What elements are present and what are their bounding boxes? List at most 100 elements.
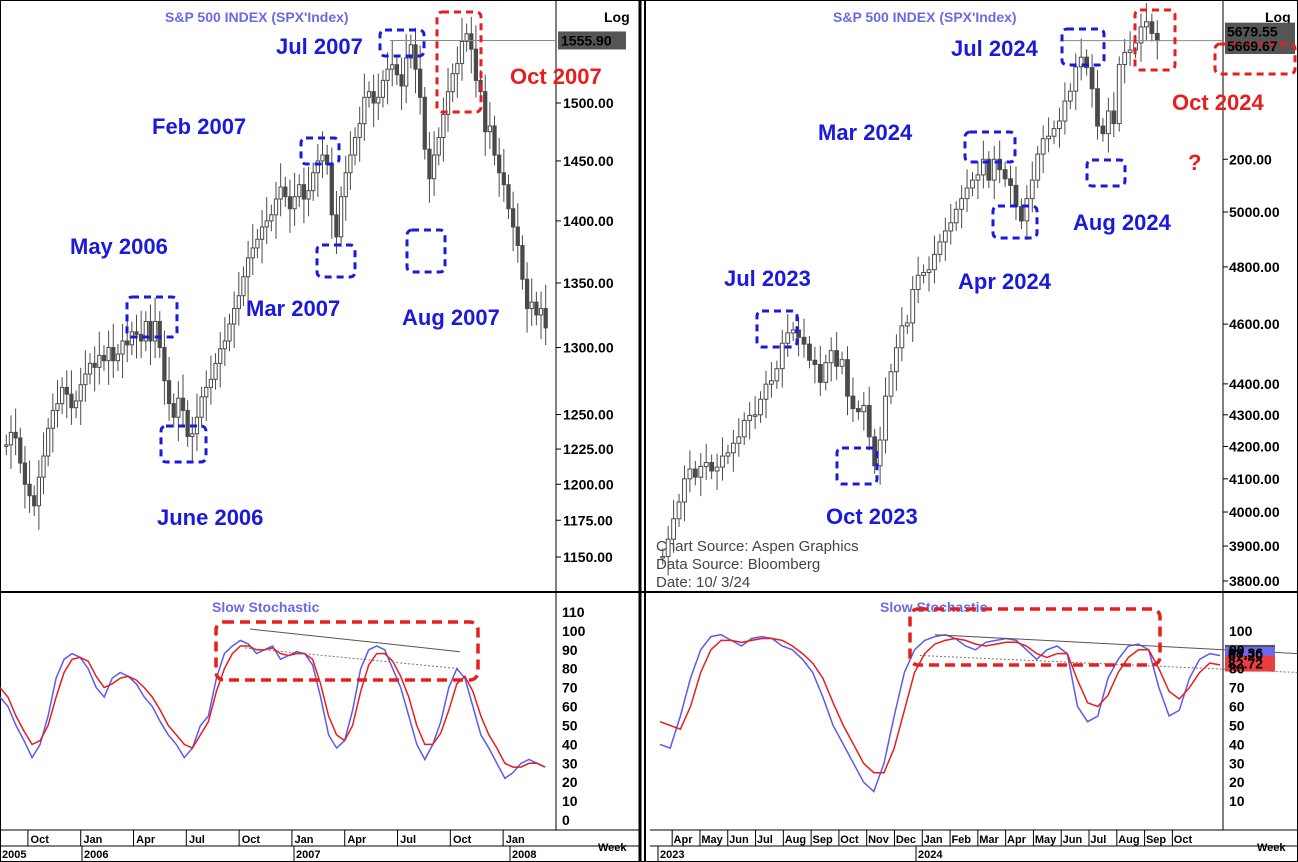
right-candle-body — [703, 462, 709, 467]
left-candle-body — [338, 196, 344, 238]
right-candle-body — [758, 398, 763, 416]
left-price-tick-label: 1500.00 — [563, 95, 614, 111]
left-candle-body — [441, 113, 446, 139]
right-price-tick-label: 4600.00 — [1229, 316, 1280, 332]
right-month-label: Feb — [951, 834, 971, 846]
left-candle-body — [73, 400, 79, 409]
left-candle-body — [148, 320, 153, 342]
right-candle-body — [1035, 153, 1041, 181]
right-candle-body — [779, 342, 785, 370]
right-month-label: Sep — [813, 834, 833, 846]
left-price-tick-label: 1300.00 — [563, 340, 614, 356]
left-month-label: Oct — [242, 834, 261, 846]
left-candle-body — [399, 74, 404, 87]
left-annotation-label: Oct 2007 — [510, 64, 602, 89]
right-stoch-tick-label: 70 — [1229, 680, 1245, 696]
right-stoch-value-label: 88.36 — [1228, 645, 1263, 661]
left-candle-body — [320, 154, 325, 162]
right-month-label: Apr — [1007, 834, 1027, 846]
right-candle-body — [1084, 56, 1090, 69]
right-candle-body — [1002, 169, 1008, 180]
right-stoch-tick-label: 80 — [1229, 661, 1245, 677]
right-annotation-box — [1085, 158, 1127, 188]
right-stoch-tick-label: 30 — [1229, 755, 1245, 771]
left-candle-body — [278, 186, 283, 200]
right-candle-body — [1024, 198, 1030, 222]
right-candle-body — [1138, 26, 1144, 44]
left-candle-body — [306, 190, 311, 200]
right-candle-body — [823, 362, 829, 383]
left-candle-body — [69, 393, 74, 409]
left-candle-body — [222, 340, 227, 350]
left-stoch-tick-label: 90 — [562, 642, 578, 658]
right-candle-body — [682, 478, 687, 503]
right-stoch-value-box — [1225, 655, 1275, 672]
left-annotation-label: May 2006 — [70, 234, 168, 259]
right-month-label: Jun — [729, 834, 749, 846]
left-candle-body — [13, 431, 18, 439]
left-candle-body — [352, 137, 358, 156]
right-month-label: Nov — [868, 834, 890, 846]
left-year-label: 2005 — [2, 849, 26, 861]
left-price-tick-label: 1200.00 — [563, 476, 614, 492]
left-candle-body — [227, 323, 232, 342]
left-period-label: Week — [598, 842, 627, 854]
left-candle-body — [204, 386, 209, 398]
left-candle-body — [422, 96, 427, 150]
left-candle-body — [41, 455, 46, 478]
left-candle-body — [264, 220, 269, 228]
right-candle-body — [709, 462, 715, 472]
left-month-label: Oct — [31, 834, 50, 846]
right-annotation-box — [1060, 27, 1106, 67]
right-month-label: Jul — [757, 834, 773, 846]
left-candle-body — [459, 40, 465, 65]
right-annotation-label: ? — [1188, 150, 1201, 175]
right-month-label: Jan — [924, 834, 943, 846]
left-stoch-title: Slow Stochastic — [212, 599, 320, 615]
left-candle-body — [431, 154, 437, 180]
right-candle-body — [747, 414, 753, 421]
right-candle-body — [910, 288, 916, 324]
left-month-label: Apr — [347, 834, 367, 846]
right-candle-body — [915, 274, 921, 290]
left-month-label: Jan — [506, 834, 525, 846]
right-candle-body — [855, 408, 861, 413]
left-candle-body — [329, 163, 334, 216]
right-candle-body — [698, 465, 704, 478]
left-price-tick-label: 1400.00 — [563, 213, 614, 229]
left-candle-body — [59, 386, 65, 405]
right-candle-body — [817, 363, 823, 383]
right-annotation-label: Oct 2024 — [1172, 90, 1264, 115]
left-candle-body — [487, 125, 493, 133]
left-annotation-label: Jul 2007 — [276, 34, 363, 59]
left-candle-body — [78, 384, 83, 402]
right-log-label: Log — [1265, 9, 1291, 25]
right-stoch-tick-label: 100 — [1229, 623, 1253, 639]
right-stoch-value-label: 82.72 — [1228, 656, 1263, 672]
left-candle-body — [343, 172, 348, 198]
right-candle-body — [687, 468, 693, 480]
right-candle-body — [932, 253, 937, 271]
right-axis-highlight-box — [1213, 42, 1297, 76]
left-month-label: Oct — [453, 834, 472, 846]
left-candle-body — [529, 301, 534, 310]
right-candle-body — [986, 158, 992, 181]
right-annotation-label: Mar 2024 — [818, 120, 913, 145]
right-candle-body — [839, 359, 845, 367]
left-candle-body — [501, 172, 506, 186]
right-stoch-tick-label: 90 — [1229, 642, 1245, 658]
left-candle-body — [55, 403, 60, 411]
left-candle-body — [92, 362, 97, 368]
left-price-tick-label: 1175.00 — [563, 512, 613, 528]
left-candle-body — [162, 347, 167, 382]
right-candle-body — [790, 329, 796, 334]
left-candle-body — [152, 320, 158, 342]
left-candle-body — [413, 44, 418, 70]
left-candle-body — [408, 44, 413, 59]
right-year-label: 2024 — [918, 849, 943, 861]
right-last-price-label-2: 5669.67 — [1227, 38, 1278, 54]
left-candle-body — [357, 123, 362, 139]
right-candle-body — [953, 208, 959, 224]
right-candle-body — [1105, 110, 1111, 135]
source-line-1: Chart Source: Aspen Graphics — [656, 538, 859, 555]
